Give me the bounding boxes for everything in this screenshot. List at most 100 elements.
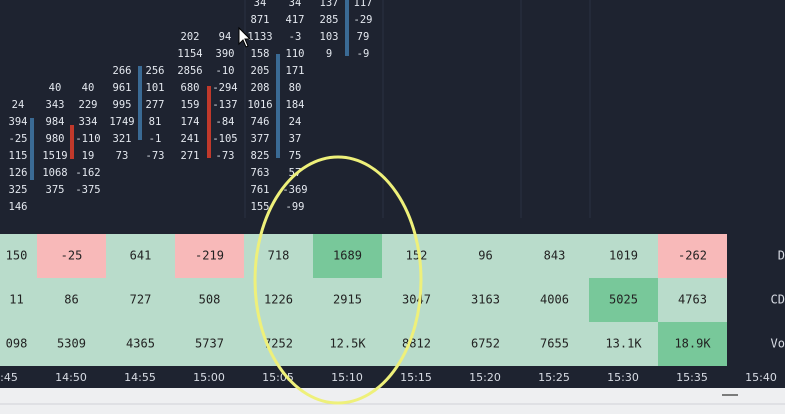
footprint-value: 377 — [251, 133, 270, 145]
table-value: 843 — [544, 249, 566, 263]
table-cell — [175, 278, 244, 322]
footprint-value: -9 — [357, 48, 370, 60]
table-cell — [589, 278, 658, 322]
table-cell — [0, 234, 37, 278]
footprint-value: -84 — [216, 116, 235, 128]
table-cell — [37, 322, 106, 366]
table-value: 718 — [268, 249, 290, 263]
table-value: 2915 — [333, 293, 362, 307]
table-cell — [451, 278, 520, 322]
table-value: 7252 — [264, 337, 293, 351]
table-value: 1226 — [264, 293, 293, 307]
table-value: -25 — [61, 249, 83, 263]
table-cell — [313, 278, 382, 322]
time-label: 15:15 — [400, 371, 432, 384]
footprint-value: 1133 — [247, 31, 272, 43]
table-cell — [520, 234, 589, 278]
footprint-value: 394 — [9, 116, 28, 128]
footprint-value: 961 — [113, 82, 132, 94]
table-cell — [106, 234, 175, 278]
footprint-value: 137 — [320, 0, 339, 9]
table-cell — [244, 322, 313, 366]
footprint-value: 417 — [286, 14, 305, 26]
time-label: 15:35 — [676, 371, 708, 384]
footprint-value: 334 — [79, 116, 98, 128]
footprint-value: 75 — [289, 150, 302, 162]
table-cell — [589, 234, 658, 278]
table-cell — [658, 278, 727, 322]
table-value: 96 — [478, 249, 492, 263]
footprint-value: -3 — [289, 31, 302, 43]
table-value: 5737 — [195, 337, 224, 351]
footprint-value: 984 — [46, 116, 65, 128]
time-label: 15:25 — [538, 371, 570, 384]
footprint-value: 1749 — [109, 116, 134, 128]
table-value: 13.1K — [605, 337, 642, 351]
table-cell — [106, 278, 175, 322]
footprint-value: -25 — [9, 133, 28, 145]
table-cell — [37, 234, 106, 278]
footprint-value: 325 — [9, 184, 28, 196]
footprint-value: 271 — [181, 150, 200, 162]
table-cell — [0, 278, 37, 322]
table-value: 12.5K — [329, 337, 366, 351]
footprint-value: 9 — [326, 48, 332, 60]
footprint-value: 155 — [251, 201, 270, 213]
time-label: 15:10 — [331, 371, 363, 384]
row-label: CD — [771, 293, 785, 307]
time-label: 14:45 — [0, 371, 18, 384]
time-axis — [0, 366, 785, 388]
footprint-value: 241 — [181, 133, 200, 145]
bar — [345, 0, 349, 56]
footprint-value: 158 — [251, 48, 270, 60]
footprint-value: 2856 — [177, 65, 202, 77]
table-value: 11 — [9, 293, 23, 307]
footprint-value: 101 — [146, 82, 165, 94]
footprint-value: 285 — [320, 14, 339, 26]
footprint-value: -294 — [212, 82, 237, 94]
footprint-value: 825 — [251, 150, 270, 162]
footprint-value: 171 — [286, 65, 305, 77]
footprint-value: -375 — [75, 184, 100, 196]
bar — [70, 125, 74, 159]
footprint-value: -99 — [286, 201, 305, 213]
table-value: 7655 — [540, 337, 569, 351]
footprint-value: 1016 — [247, 99, 272, 111]
table-value: 5025 — [609, 293, 638, 307]
footprint-value: 159 — [181, 99, 200, 111]
footprint-value: 277 — [146, 99, 165, 111]
footprint-value: 146 — [9, 201, 28, 213]
footprint-value: 24 — [12, 99, 25, 111]
footprint-value: 761 — [251, 184, 270, 196]
table-cell — [313, 322, 382, 366]
footprint-value: 115 — [9, 150, 28, 162]
table-value: 098 — [6, 337, 28, 351]
table-value: 86 — [64, 293, 78, 307]
table-value: 4365 — [126, 337, 155, 351]
footprint-value: 205 — [251, 65, 270, 77]
footprint-value: 1519 — [42, 150, 67, 162]
table-cell — [451, 322, 520, 366]
bar — [207, 86, 211, 158]
footprint-value: 73 — [116, 150, 129, 162]
footprint-value: 117 — [354, 0, 373, 9]
highlight-ellipse — [253, 155, 423, 405]
footprint-value: 1068 — [42, 167, 67, 179]
footprint-value: 871 — [251, 14, 270, 26]
footprint-value: -1 — [149, 133, 162, 145]
table-cell — [658, 322, 727, 366]
table-cell — [37, 278, 106, 322]
footprint-value: 256 — [146, 65, 165, 77]
table-cell — [175, 234, 244, 278]
table-value: 641 — [130, 249, 152, 263]
bar — [30, 118, 34, 180]
row-label: D — [778, 249, 785, 263]
footprint-value: 37 — [289, 133, 302, 145]
footprint-value: 680 — [181, 82, 200, 94]
table-value: 3163 — [471, 293, 500, 307]
time-label: 15:40 — [745, 371, 777, 384]
footprint-value: 208 — [251, 82, 270, 94]
table-value: 4763 — [678, 293, 707, 307]
footprint-value: 343 — [46, 99, 65, 111]
